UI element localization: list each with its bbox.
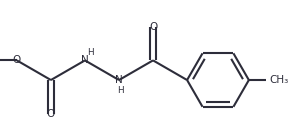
Text: O: O [47,109,55,119]
Text: N: N [115,75,123,85]
Text: H: H [118,86,124,95]
Text: H: H [87,48,94,57]
Text: CH₃: CH₃ [270,75,288,85]
Text: O: O [149,22,157,32]
Text: N: N [81,55,89,65]
Text: O: O [13,55,21,65]
